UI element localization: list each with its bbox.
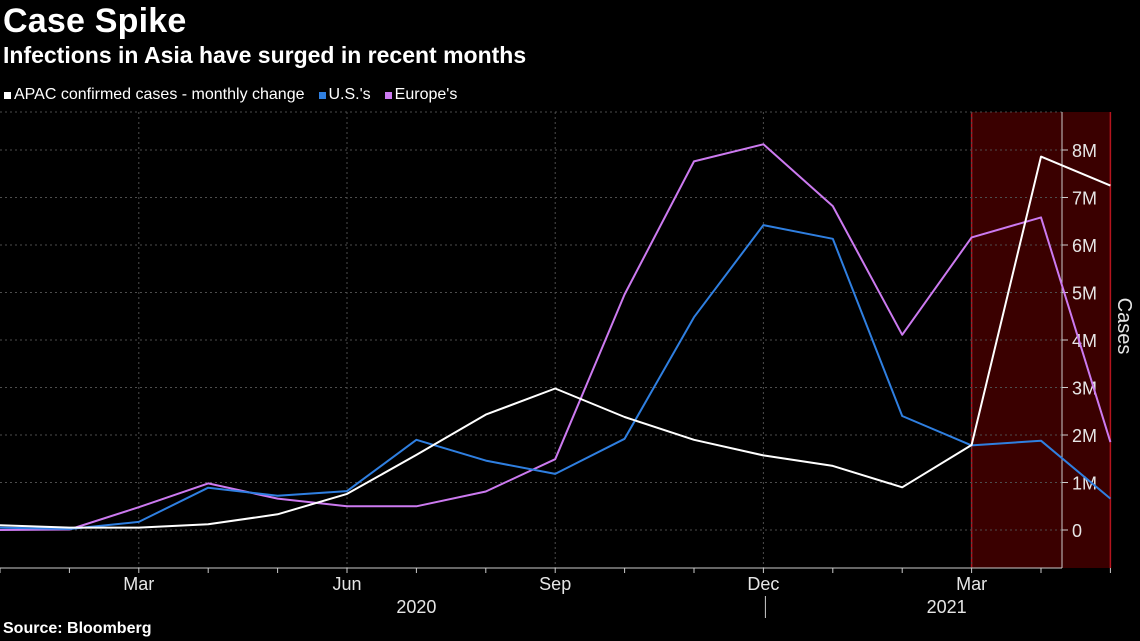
x-tick-label: Mar — [123, 574, 154, 594]
y-tick-label: 7M — [1072, 189, 1097, 209]
y-tick-label: 8M — [1072, 141, 1097, 161]
x-tick-label: Mar — [956, 574, 987, 594]
legend: APAC confirmed cases - monthly change U.… — [4, 86, 471, 104]
y-tick-label: 5M — [1072, 284, 1097, 304]
legend-swatch-us — [318, 91, 326, 99]
legend-label-europe: Europe's — [394, 86, 458, 103]
y-axis-title: Cases — [1113, 298, 1135, 355]
x-tick-label: Jun — [332, 574, 361, 594]
chart-title: Case Spike — [3, 2, 187, 40]
series-line-us — [0, 224, 1112, 530]
legend-item-us: U.S.'s — [318, 86, 371, 104]
x-tick-label: Dec — [747, 574, 779, 594]
legend-swatch-europe — [384, 91, 392, 99]
y-tick-label: 2M — [1072, 426, 1097, 446]
y-tick-label: 4M — [1072, 331, 1097, 351]
y-tick-label: 0 — [1072, 521, 1082, 541]
legend-label-us: U.S.'s — [328, 86, 371, 103]
y-tick-label: 1M — [1072, 474, 1097, 494]
y-tick-label: 3M — [1072, 379, 1097, 399]
series-line-apac — [0, 155, 1111, 529]
series-line-europe — [0, 143, 1112, 531]
source-note: Source: Bloomberg — [3, 620, 152, 637]
legend-item-europe: Europe's — [384, 86, 458, 104]
legend-item-apac: APAC confirmed cases - monthly change — [4, 86, 305, 104]
chart-subtitle: Infections in Asia have surged in recent… — [3, 42, 527, 68]
y-tick-label: 6M — [1072, 236, 1097, 256]
x-tick-label: Sep — [539, 574, 571, 594]
legend-swatch-apac — [4, 91, 11, 99]
legend-label-apac: APAC confirmed cases - monthly change — [14, 86, 305, 103]
year-label: 2020 — [396, 597, 436, 617]
year-label: 2021 — [927, 597, 967, 617]
